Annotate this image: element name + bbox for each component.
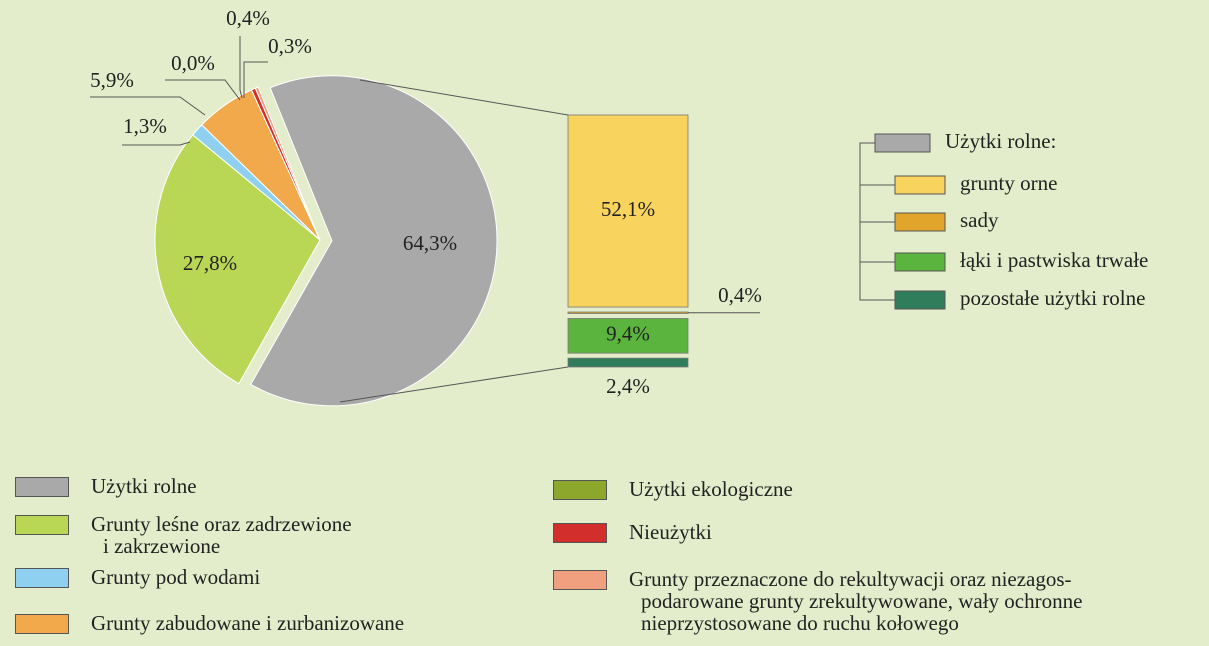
- leader-line: [243, 61, 268, 98]
- pie-slice: [254, 86, 321, 241]
- bar-segment: [567, 357, 689, 368]
- slice-label: 64,3%: [403, 231, 457, 255]
- leader-line: [359, 79, 569, 116]
- bar-label: 0,4%: [718, 283, 762, 307]
- slice-label: 0,3%: [268, 34, 312, 58]
- legend-label: Grunty przeznaczone do rekultywacji oraz…: [629, 567, 1083, 635]
- legend-label: Użytki rolne: [91, 474, 197, 498]
- leader-line: [339, 366, 569, 403]
- legend-label: Grunty leśne oraz zadrzewione i zakrzewi…: [91, 512, 352, 558]
- legend-swatch: [894, 252, 946, 272]
- legend-label: Nieużytki: [629, 520, 712, 544]
- legend-item: Grunty zabudowane i zurbanizowane: [15, 612, 404, 634]
- legend-label: Grunty pod wodami: [91, 565, 261, 589]
- legend-label: Użytki ekologiczne: [629, 477, 793, 501]
- legend-item: Użytki ekologiczne: [553, 478, 793, 500]
- leader-line: [90, 96, 206, 116]
- legend-item: Użytki rolne: [15, 475, 197, 497]
- legend-item: Grunty pod wodami: [15, 566, 260, 588]
- legend-swatch: [874, 133, 931, 153]
- bar-segment: [567, 318, 689, 354]
- legend-title: Użytki rolne:: [945, 129, 1056, 153]
- legend-swatch: [894, 290, 946, 310]
- legend-swatch: [15, 515, 69, 535]
- bar-label: 2,4%: [606, 374, 650, 398]
- legend-swatch: [15, 477, 69, 497]
- legend-swatch: [553, 570, 607, 590]
- leader-line: [122, 141, 191, 146]
- legend-swatch: [894, 212, 946, 232]
- leader-line: [239, 36, 243, 99]
- legend-label: Grunty zabudowane i zurbanizowane: [91, 611, 405, 635]
- pie-slice: [154, 134, 321, 385]
- legend-label: pozostałe użytki rolne: [960, 286, 1145, 310]
- slice-label: 1,3%: [123, 114, 167, 138]
- slice-label: 0,0%: [171, 51, 215, 75]
- slice-label: 27,8%: [183, 251, 237, 275]
- slice-label: 0,4%: [226, 6, 270, 30]
- slice-label: 5,9%: [90, 68, 134, 92]
- legend-item: Grunty leśne oraz zadrzewione i zakrzewi…: [15, 513, 352, 557]
- legend-swatch: [553, 480, 607, 500]
- legend-label: sady: [960, 208, 999, 232]
- legend-swatch: [894, 175, 946, 195]
- legend-swatch: [15, 568, 69, 588]
- pie-slice: [250, 75, 498, 407]
- bar-label: 52,1%: [601, 197, 655, 221]
- legend-label: grunty orne: [960, 171, 1057, 195]
- bar-label: 9,4%: [606, 322, 650, 346]
- bar-segment: [567, 114, 689, 308]
- legend-swatch: [553, 523, 607, 543]
- legend-item: Grunty przeznaczone do rekultywacji oraz…: [553, 568, 1082, 634]
- bar-segment: [567, 311, 689, 314]
- leader-line: [165, 79, 241, 101]
- legend-label: łąki i pastwiska trwałe: [960, 248, 1148, 272]
- legend-item: Nieużytki: [553, 521, 712, 543]
- legend-swatch: [15, 614, 69, 634]
